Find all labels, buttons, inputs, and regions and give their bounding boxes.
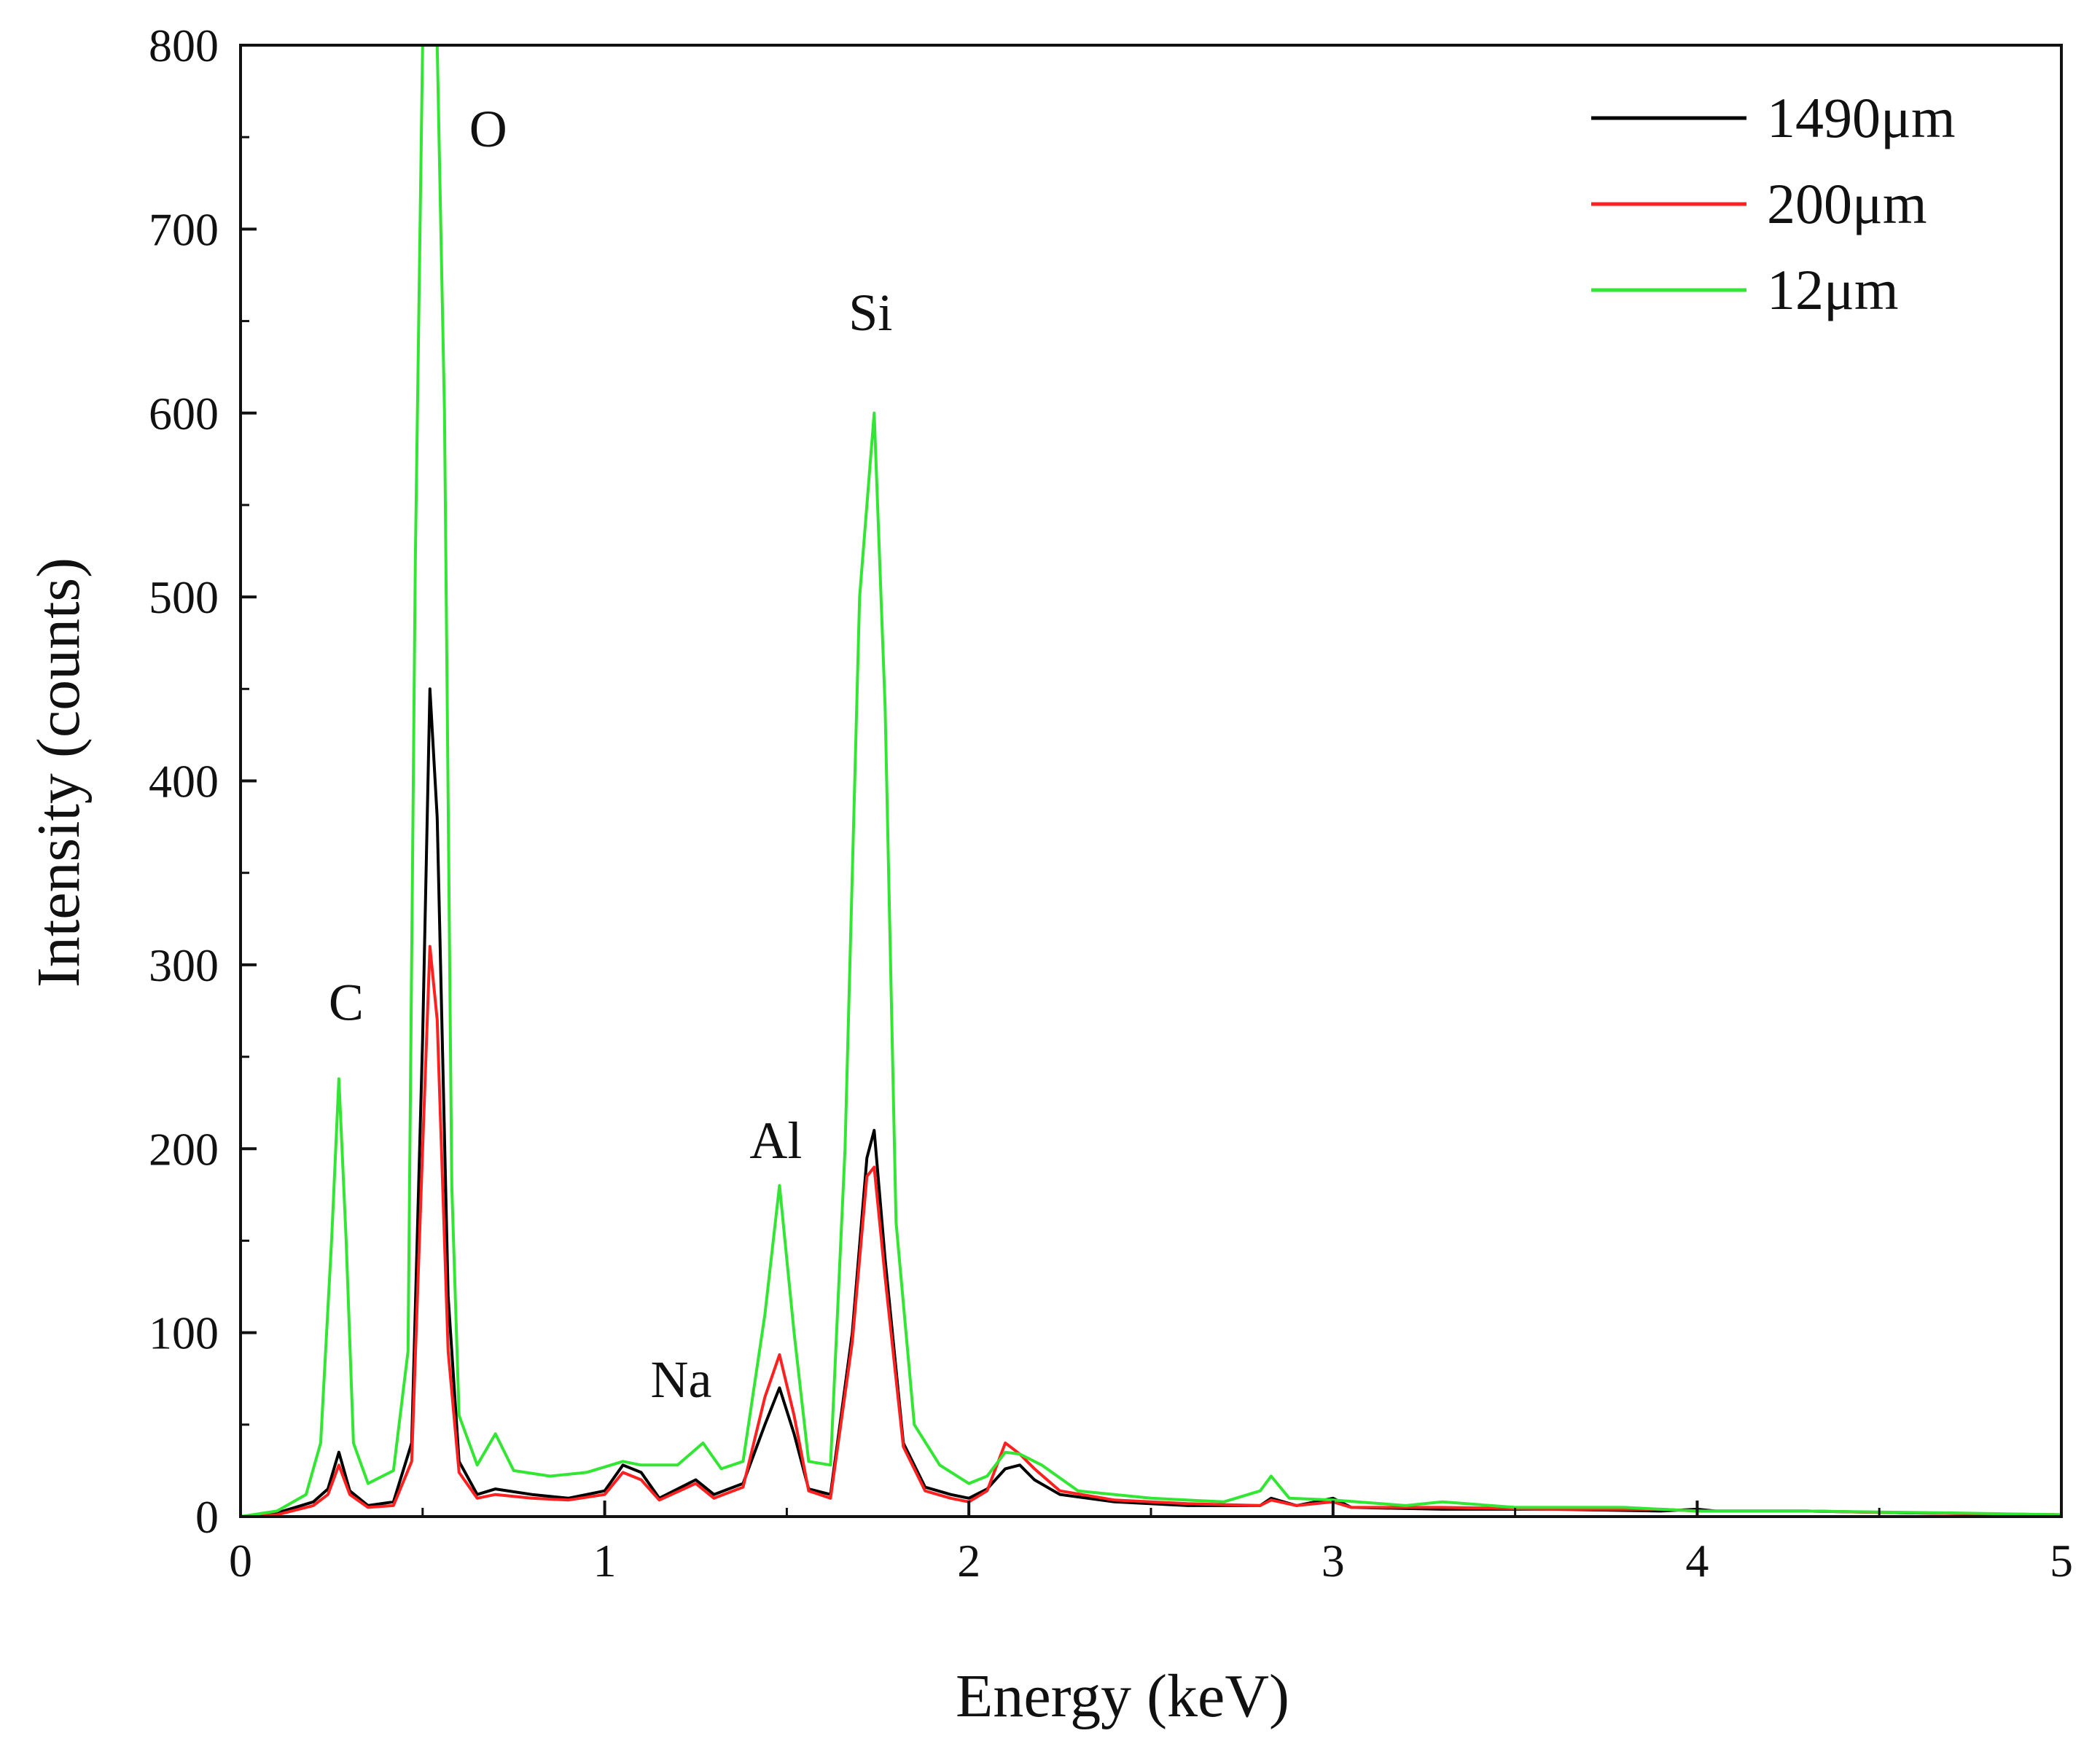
annotation-layer: O C Si Al Na (329, 100, 892, 1409)
y-tick-label: 200 (149, 1123, 219, 1175)
series-layer (240, 44, 2062, 1518)
peak-label-na: Na (651, 1350, 712, 1409)
y-tick-label: 700 (149, 203, 219, 255)
series-line-1 (240, 944, 2062, 1518)
x-tick-label: 5 (2050, 1535, 2073, 1587)
x-tick-label: 4 (1685, 1535, 1709, 1587)
legend: 1490μm 200μm 12μm (1591, 86, 1956, 321)
peak-label-si: Si (848, 283, 892, 342)
y-tick-label: 600 (149, 388, 219, 439)
y-tick-label: 500 (149, 571, 219, 623)
legend-label-2: 12μm (1767, 258, 1899, 321)
x-tick-label: 0 (229, 1535, 252, 1587)
x-axis-title: Energy (keV) (956, 1662, 1289, 1730)
peak-label-al: Al (749, 1111, 802, 1170)
axis-layer: 0 100 200 300 400 500 600 700 800 0 1 2 3 4 5 (149, 20, 2073, 1587)
y-tick-label: 0 (195, 1491, 219, 1543)
peak-label-c: C (329, 974, 364, 1032)
y-tick-label: 400 (149, 756, 219, 807)
y-axis-title: Intensity (counts) (25, 558, 93, 987)
series-line-0 (240, 687, 2062, 1518)
peak-label-o: O (469, 100, 507, 158)
x-tick-label: 2 (957, 1535, 980, 1587)
y-tick-label: 300 (149, 939, 219, 991)
y-tick-label: 100 (149, 1307, 219, 1359)
x-tick-label: 3 (1322, 1535, 1345, 1587)
x-tick-label: 1 (593, 1535, 617, 1587)
legend-label-0: 1490μm (1767, 86, 1956, 149)
y-tick-label: 800 (149, 20, 219, 71)
legend-label-1: 200μm (1767, 172, 1927, 235)
series-line-2 (240, 44, 2062, 1518)
